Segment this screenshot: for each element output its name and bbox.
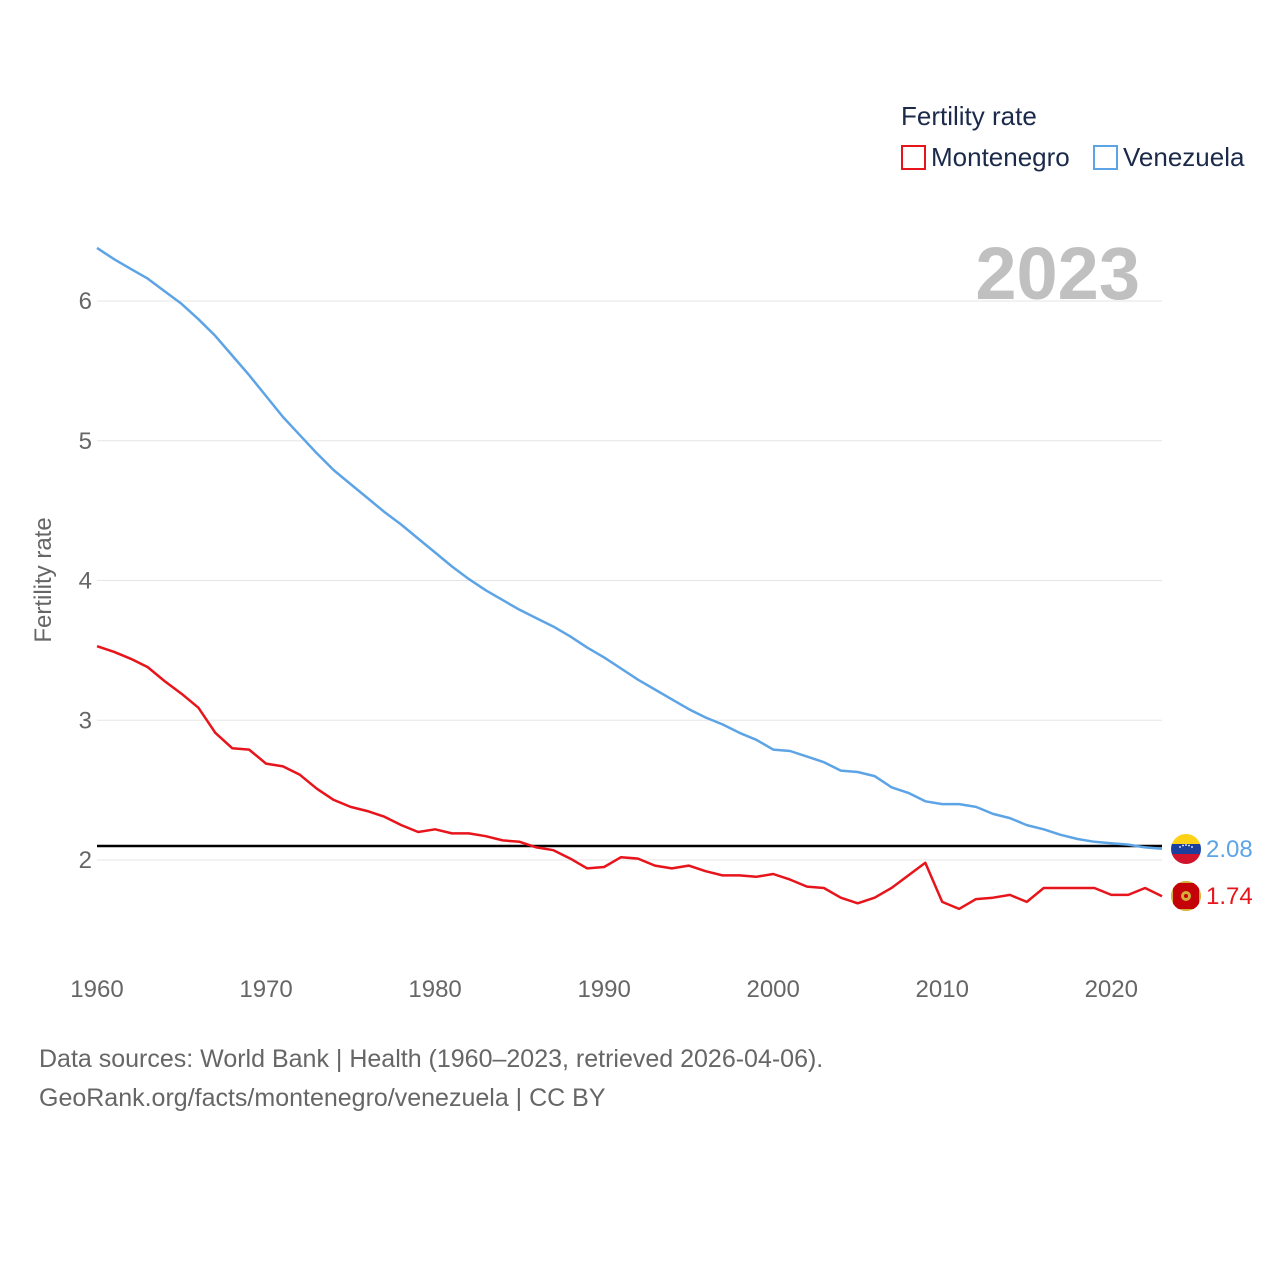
fertility-rate-chart: 2 3 4 5 6 1960 1970 1980 1990 2000 2010 2020 Ferti… (30, 101, 1253, 1003)
data-sources-note: Data sources: World Bank | Health (1960–… (39, 1045, 824, 1073)
legend-item-venezuela[interactable]: Venezuela (1093, 142, 1245, 172)
gridlines (97, 300, 1162, 861)
year-label: 2023 (975, 232, 1140, 315)
legend: Fertility rate Montenegro Venezuela (901, 101, 1245, 172)
legend-swatch-montenegro (901, 145, 926, 170)
end-labels: 1.74 2.08 (1206, 836, 1253, 910)
x-tick-label-2010: 2010 (916, 976, 969, 1003)
x-axis-ticks: 1960 1970 1980 1990 2000 2010 2020 (70, 976, 1138, 1003)
y-axis-ticks: 2 3 4 5 6 (79, 288, 92, 874)
legend-label-venezuela: Venezuela (1123, 142, 1245, 172)
y-tick-label-3: 3 (79, 707, 92, 734)
x-tick-label-2020: 2020 (1085, 976, 1138, 1003)
series-lines (96, 246, 1163, 911)
credit-link[interactable]: GeoRank.org/facts/montenegro/venezuela |… (39, 1084, 606, 1112)
series-line-montenegro (96, 645, 1163, 911)
venezuela-flag-icon (1171, 834, 1201, 864)
y-tick-label-6: 6 (79, 288, 92, 315)
legend-title: Fertility rate (901, 101, 1037, 131)
y-tick-label-4: 4 (79, 568, 92, 595)
y-axis-title: Fertility rate (30, 517, 57, 642)
legend-item-montenegro[interactable]: Montenegro (901, 142, 1070, 172)
x-tick-label-1960: 1960 (70, 976, 123, 1003)
x-tick-label-1970: 1970 (239, 976, 292, 1003)
x-tick-label-2000: 2000 (746, 976, 799, 1003)
legend-swatch-venezuela (1093, 145, 1118, 170)
x-tick-label-1990: 1990 (577, 976, 630, 1003)
y-tick-label-2: 2 (79, 847, 92, 874)
end-value-label-venezuela: 2.08 (1206, 836, 1253, 863)
series-line-venezuela (96, 246, 1163, 851)
y-tick-label-5: 5 (79, 428, 92, 455)
x-tick-label-1980: 1980 (408, 976, 461, 1003)
end-value-label-montenegro: 1.74 (1206, 883, 1253, 910)
legend-label-montenegro: Montenegro (931, 142, 1070, 172)
montenegro-flag-icon (1171, 881, 1201, 911)
